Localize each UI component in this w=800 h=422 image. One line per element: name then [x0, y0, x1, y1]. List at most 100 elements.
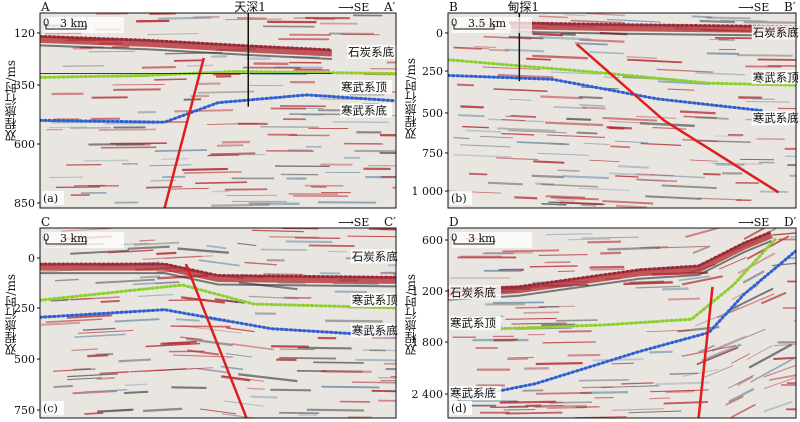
scale-label: 3 km — [60, 232, 88, 245]
seismic-background — [40, 228, 396, 418]
strong-reflector — [40, 35, 333, 57]
seismic-reflectors — [40, 13, 396, 208]
horizon-label-bg — [350, 293, 403, 307]
carboniferous-base-horizon — [40, 34, 334, 52]
well-label: 甸探1 — [507, 0, 539, 14]
y-tick-label: 0 — [28, 252, 35, 265]
y-tick-label: 850 — [14, 197, 35, 210]
cambrian-base-horizon — [40, 93, 396, 124]
scale-zero: 0 — [43, 233, 49, 244]
scale-bar: 0 3 km — [43, 17, 124, 33]
scale-bar: 0 3 km — [451, 232, 532, 248]
panel-tag-bg — [42, 401, 64, 415]
horizon-label-bg — [751, 25, 800, 40]
strong-reflector — [448, 231, 773, 298]
cambrian-base-horizon — [40, 308, 396, 338]
section-start-label: D — [449, 215, 459, 229]
carboniferous-base-horizon — [509, 21, 796, 29]
horizon-label-bg — [350, 249, 403, 264]
seismic-reflectors — [448, 228, 796, 418]
panel-tag: (c) — [43, 402, 58, 415]
scale-bar: 0 3.5 km — [451, 17, 532, 33]
fault-line — [163, 57, 206, 208]
fault-line — [575, 43, 780, 194]
carboniferous-base-horizon — [40, 262, 396, 279]
panel-frame — [39, 227, 397, 419]
horizon-label-cambrian_base: 寒武系底 — [341, 103, 387, 117]
horizon-label-cambrian_top: 寒武系顶 — [450, 316, 496, 330]
scale-bar-line — [45, 239, 87, 245]
section-end-label: C′ — [384, 215, 396, 229]
well-label: 天深1 — [234, 0, 266, 14]
y-tick-label: 1 200 — [412, 285, 444, 298]
scale-bar-line — [453, 239, 495, 245]
panel-tag-bg — [450, 191, 472, 205]
y-tick-label: 1 000 — [412, 185, 444, 198]
panel-tag-bg — [42, 191, 64, 205]
seismic-background — [448, 13, 796, 208]
cambrian-base-horizon — [456, 249, 796, 401]
fault-line — [697, 286, 714, 418]
horizon-label-cambrian_top: 寒武系顶 — [753, 70, 799, 84]
horizon-label-carboniferous: 石炭系底 — [348, 45, 394, 59]
section-start-label: B — [449, 0, 458, 14]
section-end-label: B′ — [784, 0, 796, 14]
scale-label: 3 km — [468, 232, 496, 245]
section-end-label: A′ — [383, 0, 396, 14]
scale-bar-line — [45, 24, 87, 30]
horizon-label-cambrian_base: 寒武系底 — [352, 323, 398, 337]
panel-tag-bg — [450, 401, 472, 415]
horizon-label-cambrian_top: 寒武系顶 — [352, 293, 398, 307]
reflector-trough — [448, 239, 772, 301]
scale-label: 3.5 km — [468, 17, 507, 30]
horizon-label-cambrian_base: 寒武系底 — [753, 111, 799, 125]
y-tick-label: 2 400 — [412, 388, 444, 401]
section-start-label: C — [41, 215, 50, 229]
y-tick-label: 250 — [422, 65, 443, 78]
y-tick-label: 750 — [422, 147, 443, 160]
strong-reflector — [40, 263, 396, 284]
y-tick-label: 120 — [14, 27, 35, 40]
cambrian-base-horizon — [448, 73, 763, 112]
horizon-label-carboniferous: 石炭系底 — [450, 285, 496, 299]
strong-reflector — [510, 22, 796, 34]
scale-label: 3 km — [60, 17, 88, 30]
scale-zero: 0 — [43, 18, 49, 29]
horizon-label-bg — [751, 70, 800, 85]
fault-line — [184, 263, 248, 418]
horizon-label-carboniferous: 石炭系底 — [352, 249, 398, 263]
cambrian-top-horizon — [40, 283, 396, 310]
reflector-trough — [510, 30, 796, 37]
direction-arrow-label: ⟶SE — [338, 216, 369, 229]
panel-frame — [447, 12, 797, 209]
y-tick-label: 0 — [436, 27, 443, 40]
y-tick-label: 500 — [14, 353, 35, 366]
carboniferous-base-horizon — [448, 230, 774, 293]
horizon-label-bg — [340, 80, 393, 94]
direction-arrow-label: ⟶SE — [738, 216, 769, 229]
section-end-label: D′ — [784, 215, 797, 229]
horizon-label-bg — [350, 323, 403, 338]
cambrian-top-horizon — [498, 237, 777, 331]
scale-zero: 0 — [451, 18, 457, 29]
y-tick-label: 600 — [14, 138, 35, 151]
y-tick-label: 600 — [422, 234, 443, 247]
y-tick-label: 350 — [14, 79, 35, 92]
horizon-label-bg — [449, 285, 501, 300]
horizon-label-cambrian_top: 寒武系顶 — [341, 80, 387, 94]
panel-tag: (d) — [451, 402, 467, 415]
y-tick-label: 500 — [422, 107, 443, 120]
y-tick-label: 250 — [14, 302, 35, 315]
section-start-label: A — [40, 0, 50, 14]
horizon-label-bg — [347, 44, 400, 59]
horizon-label-cambrian_base: 寒武系底 — [450, 386, 496, 400]
panel-tag: (a) — [43, 192, 58, 205]
horizon-label-bg — [751, 111, 800, 126]
horizon-label-bg — [449, 386, 501, 401]
reflector-trough — [40, 44, 332, 60]
scale-bar-line — [453, 24, 495, 30]
